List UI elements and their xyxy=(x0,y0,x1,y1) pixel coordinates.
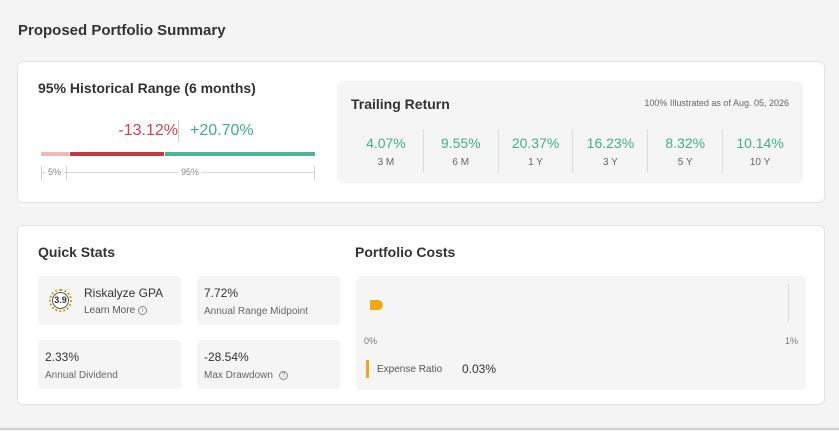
trailing-return-note: 100% Illustrated as of Aug. 05, 2026 xyxy=(644,98,789,108)
costs-axis-max-label: 1% xyxy=(784,336,798,346)
range-divider xyxy=(178,120,179,142)
trailing-return-period: 6 M xyxy=(452,157,470,168)
range-negative-bar xyxy=(70,152,164,156)
portfolio-costs-panel: 0% 1% Expense Ratio 0.03% xyxy=(356,276,806,390)
historical-range-low: -13.12% xyxy=(118,122,178,139)
trailing-return-period: 5 Y xyxy=(677,157,693,168)
page-bottom-rule xyxy=(0,428,839,430)
costs-axis-end-tick xyxy=(788,284,789,322)
range-scale-low-label: 5% xyxy=(45,167,65,177)
range-midpoint-label: Annual Range Midpoint xyxy=(204,306,308,317)
historical-range-title: 95% Historical Range (6 months) xyxy=(38,80,256,96)
trailing-return-title: Trailing Return xyxy=(351,96,450,112)
trailing-return-period: 1 Y xyxy=(528,157,543,168)
range-scale-high-label: 95% xyxy=(178,167,203,177)
summary-card: 95% Historical Range (6 months) -13.12% … xyxy=(17,61,825,203)
max-drawdown-tile: -28.54% Max Drawdown? xyxy=(197,340,340,389)
trailing-return-value: 16.23% xyxy=(586,135,635,151)
trailing-return-10y: 10.14% 10 Y xyxy=(723,129,797,173)
max-drawdown-value: -28.54% xyxy=(204,350,249,364)
riskalyze-gpa-tile: 3.9 Riskalyze GPA Learn More i xyxy=(38,276,181,325)
page-title: Proposed Portfolio Summary xyxy=(18,22,226,39)
learn-more-label: Learn More xyxy=(84,305,136,316)
expense-ratio-bar xyxy=(370,300,383,310)
trailing-return-1y: 20.37% 1 Y xyxy=(499,129,574,173)
range-scale-tick xyxy=(314,166,315,180)
expense-ratio-label: Expense Ratio xyxy=(377,364,443,375)
expense-ratio-legend-swatch xyxy=(366,360,369,378)
portfolio-costs-title: Portfolio Costs xyxy=(355,244,456,260)
range-scale-tick xyxy=(66,166,67,180)
max-drawdown-label-wrap: Max Drawdown? xyxy=(204,370,288,381)
max-drawdown-label: Max Drawdown xyxy=(204,370,273,381)
range-scale-tick xyxy=(41,166,42,180)
trailing-return-value: 4.07% xyxy=(366,135,406,151)
trailing-return-period: 3 Y xyxy=(602,157,618,168)
gpa-badge-value: 3.9 xyxy=(52,292,69,309)
trailing-return-value: 20.37% xyxy=(511,135,560,151)
learn-more-link[interactable]: Learn More i xyxy=(84,305,148,316)
info-icon[interactable]: ? xyxy=(278,370,288,380)
range-midpoint-tile: 7.72% Annual Range Midpoint xyxy=(197,276,340,325)
trailing-return-value: 8.32% xyxy=(665,135,706,151)
annual-dividend-label: Annual Dividend xyxy=(45,370,118,381)
gpa-name: Riskalyze GPA xyxy=(84,286,164,300)
gpa-badge-icon: 3.9 xyxy=(49,289,72,312)
annual-dividend-tile: 2.33% Annual Dividend xyxy=(38,340,181,389)
range-midpoint-value: 7.72% xyxy=(204,286,239,300)
stats-card: Quick Stats 3.9 Riskalyze GPA Learn More… xyxy=(17,225,825,405)
info-icon: i xyxy=(138,305,148,315)
trailing-return-value: 9.55% xyxy=(440,135,481,151)
trailing-return-3m: 4.07% 3 M xyxy=(349,129,424,173)
range-positive-bar xyxy=(165,152,315,156)
trailing-return-5y: 8.32% 5 Y xyxy=(648,129,724,173)
trailing-return-period: 3 M xyxy=(377,157,395,168)
trailing-return-panel: Trailing Return 100% Illustrated as of A… xyxy=(337,81,803,183)
trailing-return-3y: 16.23% 3 Y xyxy=(573,129,649,173)
trailing-return-value: 10.14% xyxy=(736,135,784,151)
trailing-return-period: 10 Y xyxy=(749,157,771,168)
historical-range-high: +20.70% xyxy=(190,122,254,139)
expense-ratio-value: 0.03% xyxy=(462,362,497,376)
range-tail-bar xyxy=(41,152,69,156)
trailing-return-6m: 9.55% 6 M xyxy=(424,129,499,173)
quick-stats-title: Quick Stats xyxy=(38,244,116,260)
annual-dividend-value: 2.33% xyxy=(45,350,80,364)
trailing-return-columns: 4.07% 3 M 9.55% 6 M 20.37% 1 Y 16.23% 3 … xyxy=(349,129,797,173)
costs-axis-min-label: 0% xyxy=(364,336,378,346)
